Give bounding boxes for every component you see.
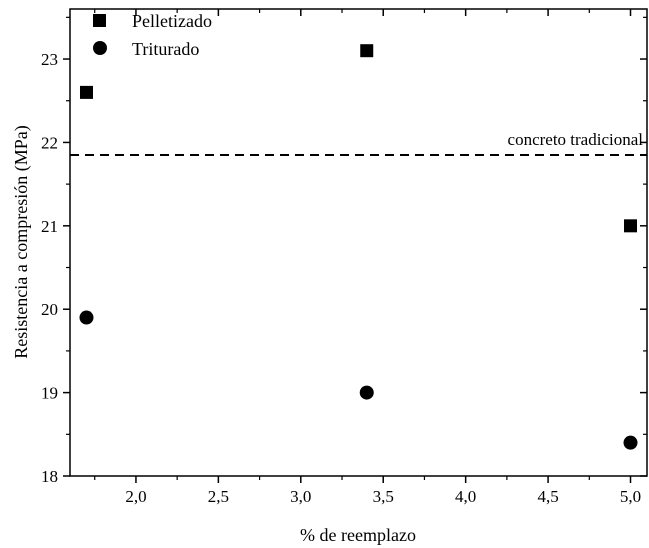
point-pelletizado: [360, 44, 374, 58]
axis-ticks: [63, 9, 647, 483]
y-tick-label: 22: [41, 133, 58, 152]
x-tick-label: 5,0: [620, 487, 641, 506]
x-tick-label: 3,0: [290, 487, 311, 506]
y-tick-label: 23: [41, 50, 58, 69]
axis-tick-labels: 2,0 2,5 3,0 3,5 4,0 4,5 5,0 18 19 20 21 22 23: [41, 50, 641, 506]
x-tick-label: 2,0: [125, 487, 146, 506]
legend-marker-triturado: [93, 41, 107, 55]
y-tick-label: 21: [41, 217, 58, 236]
y-tick-label: 18: [41, 467, 58, 486]
legend-label-triturado: Triturado: [132, 39, 199, 59]
point-triturado: [623, 435, 638, 450]
x-tick-label: 3,5: [373, 487, 394, 506]
y-tick-label: 20: [41, 300, 58, 319]
point-pelletizado: [79, 85, 93, 99]
reference-line-label: concreto tradicional: [508, 130, 644, 149]
x-tick-label: 4,0: [455, 487, 476, 506]
legend: Pelletizado Triturado: [93, 11, 212, 59]
point-pelletizado: [624, 219, 638, 233]
y-tick-label: 19: [41, 384, 58, 403]
x-tick-label: 4,5: [537, 487, 558, 506]
legend-marker-pelletizado: [93, 14, 106, 27]
plot-frame: [69, 8, 648, 477]
data-points: [79, 44, 638, 450]
legend-label-pelletizado: Pelletizado: [132, 11, 212, 31]
x-tick-label: 2,5: [208, 487, 229, 506]
reference-line-group: concreto tradicional: [70, 130, 647, 156]
x-axis-title: % de reemplazo: [300, 525, 416, 545]
y-axis-title: Resistencia a compresión (MPa): [11, 125, 32, 358]
point-triturado: [79, 310, 94, 325]
point-triturado: [359, 385, 374, 400]
